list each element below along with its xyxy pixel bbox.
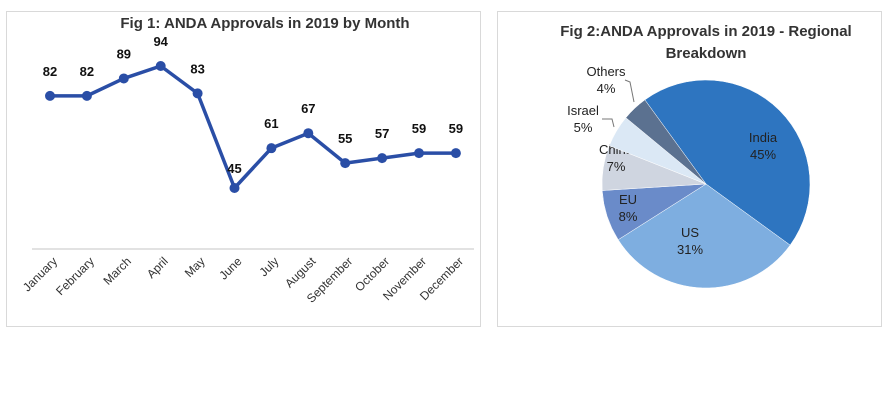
data-point: [155, 60, 166, 71]
data-label: 83: [190, 61, 204, 76]
x-tick-label: May: [182, 254, 208, 280]
data-label: 82: [43, 64, 57, 79]
slice-percent: 8%: [619, 209, 638, 224]
data-label: 82: [80, 64, 94, 79]
data-point: [229, 183, 240, 193]
pie-chart-title-line1: Fig 2:ANDA Approvals in 2019 - Regional: [560, 23, 851, 40]
line-chart-panel: [6, 11, 481, 327]
data-point: [118, 73, 129, 84]
data-label: 45: [227, 161, 241, 176]
x-tick-label: March: [100, 254, 133, 287]
pie-slice-us: [617, 183, 791, 289]
slice-percent: 5%: [574, 120, 593, 135]
slice-percent: 4%: [597, 81, 616, 96]
slice-label: Others: [586, 64, 626, 79]
data-label: 59: [412, 121, 426, 136]
x-tick-label: February: [53, 254, 97, 298]
x-tick-label: June: [216, 254, 245, 283]
slice-label: US: [681, 225, 699, 240]
leader-line-others: [624, 79, 635, 103]
data-point: [192, 88, 203, 99]
slice-label: Israel: [567, 103, 599, 118]
x-tick-label: July: [257, 254, 282, 279]
slice-percent: 45%: [750, 147, 776, 162]
slice-label: India: [749, 130, 778, 145]
data-point: [450, 148, 461, 159]
data-point: [303, 128, 314, 139]
data-label: 61: [264, 116, 278, 131]
pie-slice-others: [625, 99, 707, 185]
leader-line-israel: [602, 118, 615, 128]
slice-label: EU: [619, 192, 637, 207]
data-point: [81, 90, 92, 101]
data-label: 59: [449, 121, 463, 136]
data-point: [377, 153, 388, 164]
slice-percent: 31%: [677, 242, 703, 257]
pie-chart-title-line2: Breakdown: [666, 45, 747, 62]
data-point: [266, 143, 277, 154]
data-point: [340, 158, 351, 169]
data-point: [414, 148, 424, 159]
data-point: [45, 90, 55, 101]
pie-slice-india: [644, 79, 811, 246]
line-chart-title: Fig 1: ANDA Approvals in 2019 by Month: [120, 15, 409, 32]
series-line: [50, 64, 456, 190]
data-label: 57: [375, 126, 389, 141]
data-label: 94: [153, 34, 168, 49]
slice-percent: 7%: [607, 159, 626, 174]
data-label: 55: [338, 131, 352, 146]
data-label: 89: [117, 46, 131, 61]
x-tick-label: April: [144, 254, 171, 281]
data-label: 67: [301, 101, 315, 116]
